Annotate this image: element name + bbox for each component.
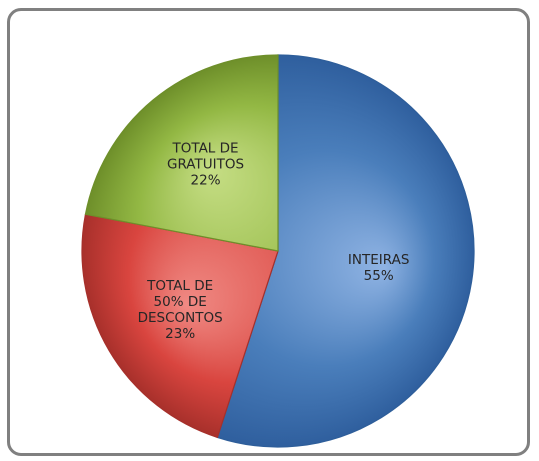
pie-slice-0 xyxy=(216,54,475,448)
pie-chart: INTEIRAS 55%TOTAL DE 50% DE DESCONTOS 23%TOT… xyxy=(81,54,475,448)
slice-label-line-2-1: GRATUITOS xyxy=(167,156,244,172)
slice-label-2: TOTAL DE GRATUITOS 22% xyxy=(167,140,244,188)
slice-percent-2: 22% xyxy=(191,172,221,188)
chart-frame: INTEIRAS 55% TOTAL DE 50% DE DESCONTOS 23% TOT… xyxy=(7,8,530,456)
pie-slice-2 xyxy=(84,54,279,252)
slice-label-line-2-0: TOTAL DE xyxy=(172,140,239,156)
slice-label-1: TOTAL DE 50% DE DESCONTOS 23% xyxy=(138,278,223,342)
slice-percent-1: 23% xyxy=(165,326,195,342)
slice-label-line-1-2: DESCONTOS xyxy=(138,310,223,326)
slice-label-line-1-1: 50% DE xyxy=(154,294,207,310)
slice-percent-0: 55% xyxy=(364,268,394,284)
slice-label-0: INTEIRAS 55% xyxy=(348,252,409,284)
pie-slice-1 xyxy=(81,213,279,439)
slice-label-line-1-0: TOTAL DE xyxy=(146,278,213,294)
labels-layer: INTEIRAS 55%TOTAL DE 50% DE DESCONTOS 23%TOT… xyxy=(138,140,410,341)
slices-layer xyxy=(81,54,475,448)
slice-label-line-0-0: INTEIRAS xyxy=(348,252,409,268)
